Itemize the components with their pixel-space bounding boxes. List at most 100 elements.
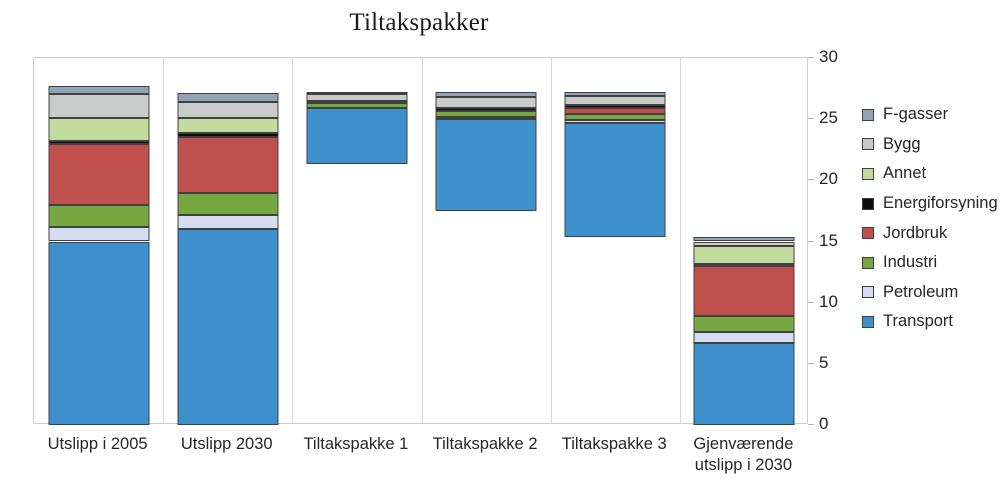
bar-segment-industri[interactable]	[177, 193, 279, 215]
bar-segment-bygg[interactable]	[48, 94, 150, 118]
legend-label: Transport	[883, 312, 953, 331]
y-axis-label-right: 30	[819, 47, 838, 66]
x-axis-label: Utslipp i 2005	[33, 434, 162, 455]
legend-label: Annet	[883, 164, 927, 183]
y-tick-right	[808, 424, 814, 425]
bar-segment-bygg[interactable]	[306, 94, 408, 101]
x-axis-label-line: Utslipp i 2005	[47, 435, 148, 453]
bar-segment-f-gasser[interactable]	[48, 86, 150, 95]
y-axis-label-right: 15	[819, 230, 838, 250]
bar-segment-jordbruk[interactable]	[177, 136, 279, 194]
bar-segment-petroleum[interactable]	[564, 119, 666, 123]
legend-item-energiforsyning[interactable]: Energiforsyning	[862, 189, 1000, 219]
bar-segment-petroleum[interactable]	[693, 332, 795, 344]
bar-segment-transport[interactable]	[48, 241, 150, 425]
stacked-bar[interactable]	[564, 58, 666, 423]
bar-segment-industri[interactable]	[306, 103, 408, 109]
bar-segment-energiforsyning[interactable]	[693, 264, 795, 267]
bar-group[interactable]	[292, 58, 421, 423]
bar-group[interactable]	[680, 58, 809, 425]
bar-segment-energiforsyning[interactable]	[564, 105, 666, 109]
y-tick-right	[808, 118, 814, 120]
bar-segment-f-gasser[interactable]	[306, 91, 408, 95]
bar-segment-industri[interactable]	[435, 110, 537, 117]
bar-segment-transport[interactable]	[564, 122, 666, 237]
x-axis-label-line: Tiltakspakke 1	[303, 435, 409, 453]
category-separator	[550, 58, 552, 423]
x-axis-label: Tiltakspakke 3	[550, 434, 679, 455]
legend-label: Energiforsyning	[883, 194, 998, 213]
category-separator	[421, 58, 423, 423]
bar-segment-bygg[interactable]	[693, 241, 795, 247]
bar-segment-industri[interactable]	[564, 114, 666, 120]
legend-label: Jordbruk	[883, 223, 948, 242]
bar-segment-energiforsyning[interactable]	[48, 140, 150, 145]
legend-swatch-icon	[862, 138, 874, 151]
y-tick-right	[808, 240, 814, 242]
category-separator	[679, 58, 681, 423]
y-axis-label-right: 10	[819, 291, 838, 311]
y-tick-right	[808, 57, 814, 58]
y-axis-label-right: 0	[819, 414, 829, 433]
bar-group[interactable]	[163, 58, 292, 425]
bar-group[interactable]	[34, 58, 163, 425]
plot-area	[33, 57, 809, 425]
bar-segment-f-gasser[interactable]	[177, 93, 279, 103]
bar-segment-energiforsyning[interactable]	[177, 133, 279, 137]
legend-label: Petroleum	[883, 282, 959, 301]
bar-segment-bygg[interactable]	[177, 102, 279, 118]
bar-segment-annet[interactable]	[48, 117, 150, 141]
legend-swatch-icon	[862, 167, 874, 180]
bar-segment-bygg[interactable]	[435, 96, 537, 108]
legend-swatch-icon	[862, 197, 874, 210]
legend-label: Bygg	[883, 134, 921, 153]
bar-segment-f-gasser[interactable]	[693, 236, 795, 242]
legend-item-transport[interactable]: Transport	[862, 307, 1000, 337]
stacked-bar[interactable]	[693, 58, 795, 425]
legend-swatch-icon	[862, 108, 874, 121]
bar-segment-f-gasser[interactable]	[435, 91, 537, 97]
legend-label: Industri	[883, 253, 938, 272]
legend-item-annet[interactable]: Annet	[862, 159, 1000, 189]
x-axis-label-line: Tiltakspakke 3	[561, 435, 667, 453]
bar-segment-transport[interactable]	[177, 229, 279, 425]
x-axis-label: Tiltakspakke 1	[291, 434, 420, 455]
x-axis-label-line: utslipp i 2030	[694, 456, 793, 474]
legend-item-jordbruk[interactable]: Jordbruk	[862, 218, 1000, 248]
bar-segment-energiforsyning[interactable]	[435, 107, 537, 111]
bar-segment-petroleum[interactable]	[435, 116, 537, 120]
bar-segment-f-gasser[interactable]	[564, 91, 666, 96]
bar-segment-jordbruk[interactable]	[693, 265, 795, 317]
legend-item-bygg[interactable]: Bygg	[862, 130, 1000, 160]
bar-segment-transport[interactable]	[693, 343, 795, 425]
bar-segment-jordbruk[interactable]	[48, 144, 150, 205]
bar-segment-industri[interactable]	[693, 316, 795, 332]
bar-segment-transport[interactable]	[435, 119, 537, 211]
bar-segment-petroleum[interactable]	[48, 226, 150, 242]
bar-segment-annet[interactable]	[306, 100, 408, 104]
stacked-bar[interactable]	[306, 58, 408, 423]
bar-segment-annet[interactable]	[177, 117, 279, 134]
stacked-bar[interactable]	[435, 58, 537, 423]
bar-segment-bygg[interactable]	[564, 95, 666, 106]
x-axis-label-line: Utslipp 2030	[180, 435, 273, 453]
stacked-bar[interactable]	[48, 58, 150, 425]
bar-group[interactable]	[551, 58, 680, 423]
bar-segment-industri[interactable]	[48, 204, 150, 227]
bar-segment-annet[interactable]	[693, 246, 795, 265]
bar-group[interactable]	[422, 58, 551, 423]
x-axis-labels: Utslipp i 2005 Utslipp 2030 Tiltakspakke 1…	[33, 430, 808, 487]
bar-segment-jordbruk[interactable]	[564, 108, 666, 115]
legend-item-industri[interactable]: Industri	[862, 248, 1000, 278]
legend-swatch-icon	[862, 256, 874, 269]
x-axis-label-line: Tiltakspakke 2	[432, 435, 538, 453]
legend-label: F-gasser	[883, 105, 949, 124]
legend-item-petroleum[interactable]: Petroleum	[862, 278, 1000, 308]
y-tick-right	[808, 362, 814, 364]
bar-segment-petroleum[interactable]	[177, 214, 279, 230]
stacked-bar[interactable]	[177, 58, 279, 425]
legend-item-f-gasser[interactable]: F-gasser	[862, 100, 1000, 130]
legend-swatch-icon	[862, 315, 874, 328]
bar-segment-transport[interactable]	[306, 108, 408, 165]
